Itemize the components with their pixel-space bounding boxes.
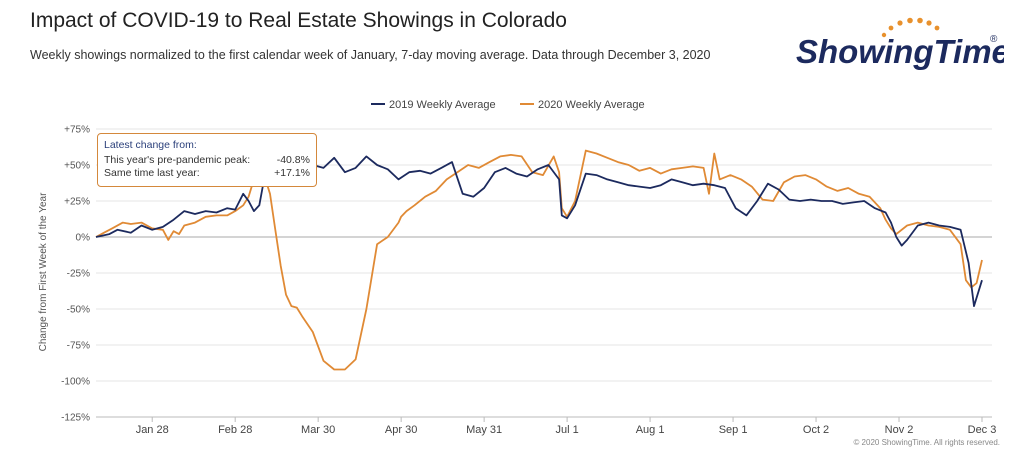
chart-series bbox=[95, 149, 983, 371]
chart-subtitle: Weekly showings normalized to the first … bbox=[30, 48, 711, 62]
y-tick-label: -100% bbox=[61, 377, 90, 388]
y-axis-label: Change from First Week of the Year bbox=[38, 192, 49, 351]
legend-label: 2020 Weekly Average bbox=[538, 99, 645, 111]
chart-grid bbox=[96, 128, 992, 418]
tooltip-row-label: This year's pre-pandemic peak: bbox=[104, 154, 251, 166]
legend-item[interactable]: 2020 Weekly Average bbox=[520, 99, 645, 111]
x-tick-label: Oct 2 bbox=[803, 424, 829, 436]
y-tick-label: +25% bbox=[64, 197, 90, 208]
tooltip-row-label: Same time last year: bbox=[104, 167, 200, 179]
y-tick-label: +75% bbox=[64, 125, 90, 136]
y-axis-ticks: +75% +50% +25% 0% -25% -50% -75% -100% -125% bbox=[61, 125, 90, 424]
y-tick-label: -125% bbox=[61, 413, 90, 424]
y-tick-label: +50% bbox=[64, 161, 90, 172]
legend-item[interactable]: 2019 Weekly Average bbox=[371, 99, 496, 111]
tooltip-row-value: +17.1% bbox=[274, 167, 310, 179]
legend-label: 2019 Weekly Average bbox=[389, 99, 496, 111]
x-tick-label: Aug 1 bbox=[636, 424, 665, 436]
x-tick-label: Apr 30 bbox=[385, 424, 417, 436]
series-line-2020-weekly-average[interactable] bbox=[95, 149, 983, 371]
latest-change-tooltip: Latest change from: This year's pre-pand… bbox=[97, 133, 317, 187]
showingtime-logo: ShowingTime ® bbox=[796, 17, 1004, 70]
chart-title: Impact of COVID-19 to Real Estate Showin… bbox=[30, 9, 567, 32]
y-tick-label: 0% bbox=[76, 233, 91, 244]
chart-legend[interactable]: 2019 Weekly Average 2020 Weekly Average bbox=[371, 99, 645, 111]
logo-wordmark: ShowingTime bbox=[796, 33, 1004, 70]
tooltip-row-peak: This year's pre-pandemic peak: -40.8% bbox=[104, 154, 310, 167]
logo-registered-mark: ® bbox=[990, 34, 998, 45]
tooltip-row-last-year: Same time last year: +17.1% bbox=[104, 167, 310, 180]
tooltip-row-value: -40.8% bbox=[276, 154, 310, 166]
y-tick-label: -50% bbox=[67, 305, 90, 316]
x-axis-ticks: Jan 28 Feb 28 Mar 30 Apr 30 May 31 Jul 1 Aug 1… bbox=[136, 417, 997, 436]
x-tick-label: Jul 1 bbox=[555, 424, 578, 436]
x-tick-label: Nov 2 bbox=[885, 424, 914, 436]
x-tick-label: Mar 30 bbox=[301, 424, 335, 436]
series-line-2019-weekly-average[interactable] bbox=[95, 155, 983, 308]
x-tick-label: Jan 28 bbox=[136, 424, 169, 436]
x-tick-label: Feb 28 bbox=[218, 424, 252, 436]
y-tick-label: -75% bbox=[67, 341, 90, 352]
x-tick-label: Dec 3 bbox=[968, 424, 997, 436]
x-tick-label: May 31 bbox=[466, 424, 502, 436]
logo-arc-dots-icon bbox=[881, 17, 940, 38]
x-tick-label: Sep 1 bbox=[719, 424, 748, 436]
y-tick-label: -25% bbox=[67, 269, 90, 280]
tooltip-title: Latest change from: bbox=[104, 139, 197, 151]
copyright-credit: © 2020 ShowingTime. All rights reserved. bbox=[853, 438, 1000, 447]
